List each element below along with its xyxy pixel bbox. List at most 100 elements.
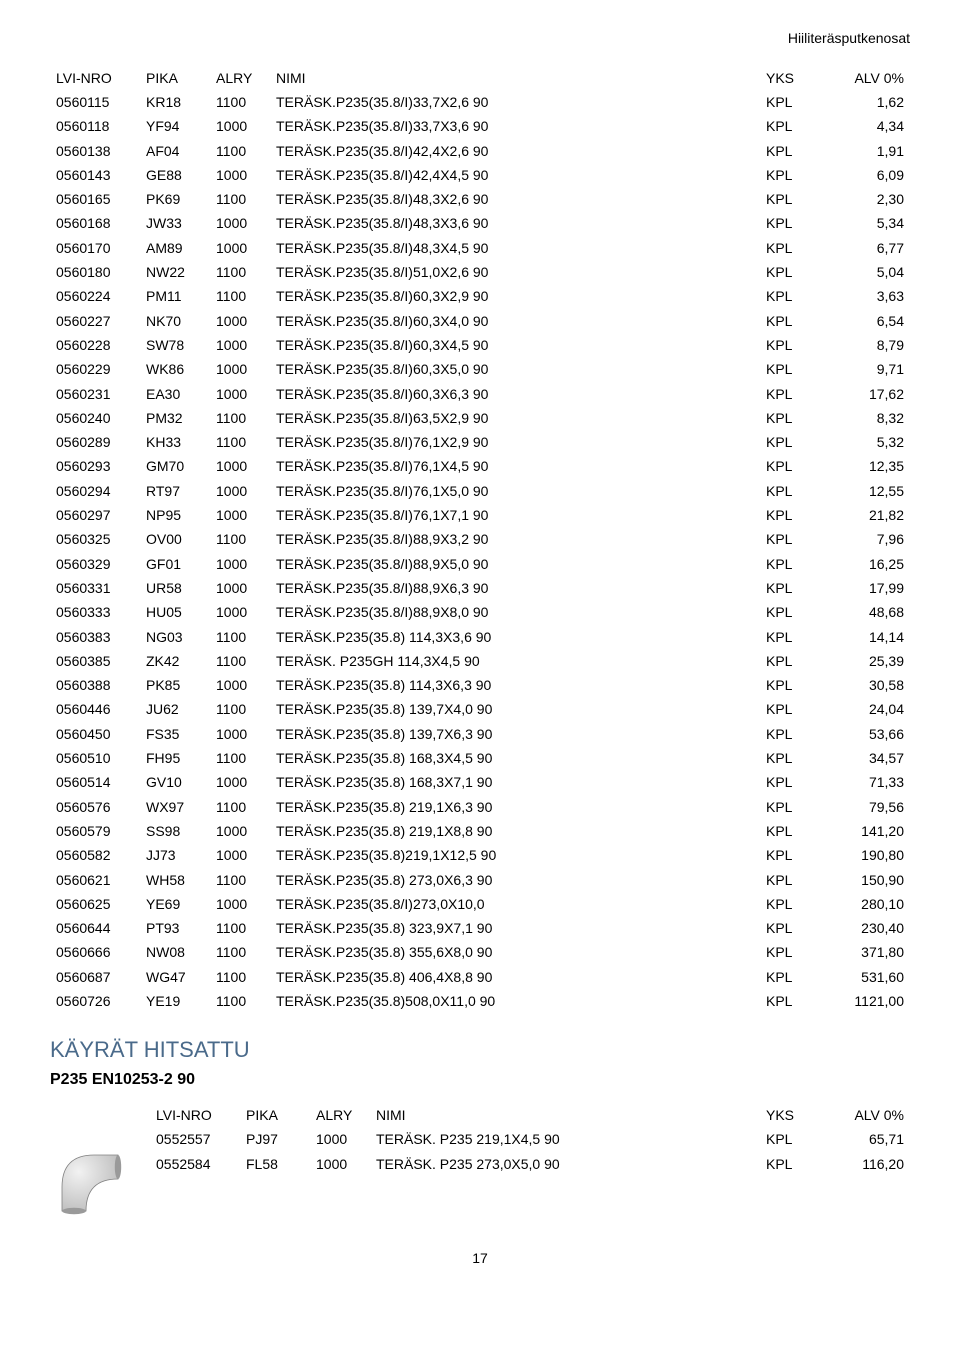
table-cell: JW33 (140, 211, 210, 235)
table-cell: JU62 (140, 697, 210, 721)
table-row: 0560333HU051000TERÄSK.P235(35.8/I)88,9X8… (50, 600, 910, 624)
col-alry: ALRY (310, 1103, 370, 1127)
table-cell: TERÄSK.P235(35.8/I)51,0X2,6 90 (270, 260, 760, 284)
table-cell: 1000 (210, 211, 270, 235)
table-cell: 0560294 (50, 479, 140, 503)
table-cell: 1000 (210, 770, 270, 794)
table-cell: TERÄSK.P235(35.8/I)60,3X6,3 90 (270, 382, 760, 406)
table-cell: TERÄSK.P235(35.8/I)76,1X7,1 90 (270, 503, 760, 527)
table-cell: 6,77 (820, 236, 910, 260)
table-cell: 150,90 (820, 868, 910, 892)
table-cell: 0560579 (50, 819, 140, 843)
table-cell: YE19 (140, 989, 210, 1013)
table-cell: TERÄSK.P235(35.8/I)48,3X4,5 90 (270, 236, 760, 260)
table-cell: FS35 (140, 722, 210, 746)
table-cell: 0560666 (50, 940, 140, 964)
table-cell: TERÄSK.P235(35.8) 139,7X6,3 90 (270, 722, 760, 746)
table-cell: 53,66 (820, 722, 910, 746)
table-cell: 1100 (210, 965, 270, 989)
table-cell: TERÄSK.P235(35.8/I)60,3X4,0 90 (270, 309, 760, 333)
table-row: 0560228SW781000TERÄSK.P235(35.8/I)60,3X4… (50, 333, 910, 357)
table-cell: 0560293 (50, 454, 140, 478)
table-cell: 1000 (210, 114, 270, 138)
main-table: LVI-NRO PIKA ALRY NIMI YKS ALV 0% 056011… (50, 66, 910, 1013)
table-cell: TERÄSK.P235(35.8/I)273,0X10,0 (270, 892, 760, 916)
table-row: 0560726YE191100TERÄSK.P235(35.8)508,0X11… (50, 989, 910, 1013)
table-cell: 1000 (210, 236, 270, 260)
table-cell: WG47 (140, 965, 210, 989)
table-cell: KPL (760, 916, 820, 940)
table-row: 0560115KR181100TERÄSK.P235(35.8/I)33,7X2… (50, 90, 910, 114)
table-row: 0560293GM701000TERÄSK.P235(35.8/I)76,1X4… (50, 454, 910, 478)
table-cell: TERÄSK.P235(35.8) 219,1X6,3 90 (270, 795, 760, 819)
table-row: 0560331UR581000TERÄSK.P235(35.8/I)88,9X6… (50, 576, 910, 600)
table-cell: FL58 (240, 1152, 310, 1176)
table-cell: RT97 (140, 479, 210, 503)
table-cell: 1100 (210, 430, 270, 454)
table-cell: 1000 (210, 382, 270, 406)
table-row: 0560579SS981000TERÄSK.P235(35.8) 219,1X8… (50, 819, 910, 843)
table-cell: TERÄSK. P235 219,1X4,5 90 (370, 1127, 760, 1151)
table-cell: 0560289 (50, 430, 140, 454)
table-row: 0560383NG031100TERÄSK.P235(35.8) 114,3X3… (50, 625, 910, 649)
table-cell: KPL (760, 940, 820, 964)
col-alv: ALV 0% (820, 66, 910, 90)
col-lvi: LVI-NRO (50, 66, 140, 90)
table-cell: 0560240 (50, 406, 140, 430)
table-cell: 1000 (210, 333, 270, 357)
table-cell: KPL (760, 600, 820, 624)
table-cell: KPL (760, 90, 820, 114)
col-pika: PIKA (240, 1103, 310, 1127)
table-cell: 1000 (210, 819, 270, 843)
table-cell: 0560231 (50, 382, 140, 406)
table-cell: KPL (760, 819, 820, 843)
col-lvi: LVI-NRO (150, 1103, 240, 1127)
table-cell: 1000 (210, 576, 270, 600)
table-cell: 6,54 (820, 309, 910, 333)
table-header-row: LVI-NRO PIKA ALRY NIMI YKS ALV 0% (50, 66, 910, 90)
col-nimi: NIMI (270, 66, 760, 90)
table-cell: 17,99 (820, 576, 910, 600)
table-cell: 0560229 (50, 357, 140, 381)
table-cell: 0560385 (50, 649, 140, 673)
col-pika: PIKA (140, 66, 210, 90)
table-cell: TERÄSK.P235(35.8/I)60,3X2,9 90 (270, 284, 760, 308)
table-cell: 0552584 (150, 1152, 240, 1176)
table-row: 0560666NW081100TERÄSK.P235(35.8) 355,6X8… (50, 940, 910, 964)
table-cell: 8,32 (820, 406, 910, 430)
table-cell: 1100 (210, 139, 270, 163)
table-cell: 1100 (210, 989, 270, 1013)
table-cell: 1100 (210, 795, 270, 819)
table-cell: KR18 (140, 90, 210, 114)
table-cell: KPL (760, 163, 820, 187)
table-cell: KPL (760, 576, 820, 600)
table-row: 0560231EA301000TERÄSK.P235(35.8/I)60,3X6… (50, 382, 910, 406)
table-cell: 1100 (210, 260, 270, 284)
table-cell: KH33 (140, 430, 210, 454)
table-cell: 1000 (210, 722, 270, 746)
table-cell: PM11 (140, 284, 210, 308)
table-cell: 0560687 (50, 965, 140, 989)
table-cell: 0560118 (50, 114, 140, 138)
table-cell: KPL (760, 649, 820, 673)
table-cell: 0560325 (50, 527, 140, 551)
col-yks: YKS (760, 1103, 820, 1127)
table-cell: KPL (760, 114, 820, 138)
table-cell: WK86 (140, 357, 210, 381)
table-cell: GV10 (140, 770, 210, 794)
table-cell: 1000 (310, 1152, 370, 1176)
table-cell: 531,60 (820, 965, 910, 989)
table-cell: KPL (760, 503, 820, 527)
table-cell: 190,80 (820, 843, 910, 867)
table-cell: 0560297 (50, 503, 140, 527)
table-cell: 34,57 (820, 746, 910, 770)
page-number: 17 (50, 1250, 910, 1266)
table-cell: 1100 (210, 916, 270, 940)
table-cell: 1000 (210, 454, 270, 478)
table-cell: TERÄSK.P235(35.8/I)63,5X2,9 90 (270, 406, 760, 430)
table-cell: KPL (760, 260, 820, 284)
table-cell: 7,96 (820, 527, 910, 551)
table-cell: TERÄSK.P235(35.8) 114,3X6,3 90 (270, 673, 760, 697)
table-cell: KPL (760, 139, 820, 163)
table-cell: TERÄSK.P235(35.8) 168,3X4,5 90 (270, 746, 760, 770)
